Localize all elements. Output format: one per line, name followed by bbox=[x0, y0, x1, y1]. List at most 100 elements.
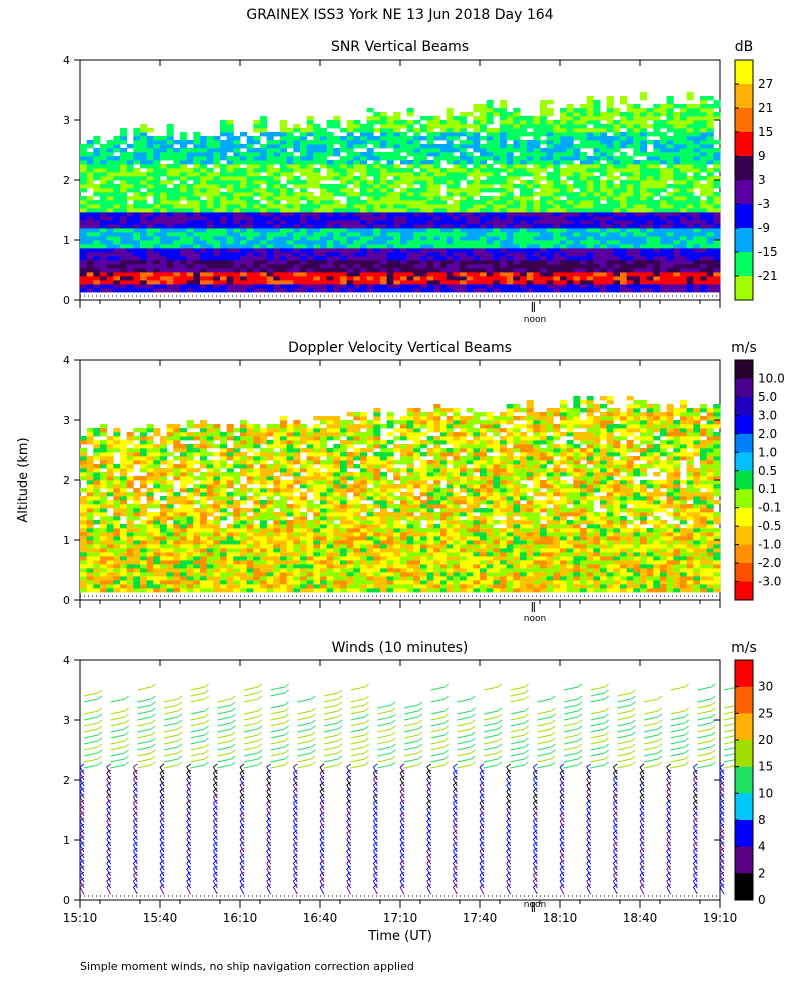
snr-cell bbox=[326, 208, 334, 213]
snr-cell bbox=[593, 184, 601, 189]
doppler-cell bbox=[180, 532, 188, 537]
snr-cell bbox=[633, 240, 641, 245]
snr-cell bbox=[553, 212, 561, 217]
doppler-cell bbox=[160, 540, 168, 545]
snr-cell bbox=[353, 200, 361, 205]
doppler-cell bbox=[186, 588, 194, 593]
doppler-cell bbox=[180, 524, 188, 529]
snr-cell bbox=[353, 260, 361, 265]
snr-cell bbox=[386, 184, 394, 189]
doppler-cell bbox=[180, 508, 188, 513]
snr-cell bbox=[513, 204, 521, 209]
snr-cell bbox=[333, 192, 341, 197]
doppler-cell bbox=[140, 564, 148, 569]
doppler-cell bbox=[246, 584, 254, 589]
snr-cell bbox=[373, 236, 381, 241]
snr-cell bbox=[613, 260, 621, 265]
snr-cell bbox=[366, 188, 374, 193]
snr-cell bbox=[180, 272, 188, 277]
snr-cell bbox=[253, 224, 261, 229]
doppler-cell bbox=[140, 524, 148, 529]
snr-cell bbox=[300, 192, 308, 197]
doppler-cell bbox=[153, 452, 161, 457]
doppler-cell bbox=[140, 560, 148, 565]
snr-cell bbox=[353, 240, 361, 245]
doppler-cell bbox=[173, 500, 181, 505]
snr-cell bbox=[220, 256, 228, 261]
snr-cell bbox=[460, 152, 468, 157]
snr-cell bbox=[653, 288, 661, 293]
snr-cell bbox=[460, 244, 468, 249]
snr-cell bbox=[86, 172, 94, 177]
snr-cell bbox=[240, 268, 248, 273]
snr-cell bbox=[193, 212, 201, 217]
doppler-cell bbox=[80, 580, 88, 585]
snr-cell bbox=[326, 224, 334, 229]
snr-cell bbox=[226, 144, 234, 149]
snr-cell bbox=[273, 264, 281, 269]
doppler-cell bbox=[186, 456, 194, 461]
snr-cell bbox=[660, 228, 668, 233]
snr-cell bbox=[573, 192, 581, 197]
doppler-cell bbox=[206, 436, 214, 441]
snr-cell bbox=[93, 212, 101, 217]
snr-cell bbox=[693, 284, 701, 289]
doppler-cell bbox=[186, 544, 194, 549]
snr-cell bbox=[193, 216, 201, 221]
snr-cell bbox=[666, 148, 674, 153]
doppler-cell bbox=[113, 584, 121, 589]
snr-cell bbox=[666, 252, 674, 257]
doppler-cell bbox=[126, 436, 134, 441]
snr-cell bbox=[460, 288, 468, 293]
snr-cell bbox=[406, 136, 414, 141]
snr-cell bbox=[546, 236, 554, 241]
snr-cell bbox=[406, 232, 414, 237]
doppler-cell bbox=[186, 496, 194, 501]
snr-cell bbox=[513, 208, 521, 213]
snr-cell bbox=[306, 140, 314, 145]
doppler-cell bbox=[153, 516, 161, 521]
snr-cell bbox=[660, 260, 668, 265]
doppler-cell bbox=[200, 572, 208, 577]
snr-cell bbox=[573, 268, 581, 273]
snr-cell bbox=[586, 156, 594, 161]
snr-cell bbox=[233, 264, 241, 269]
snr-cell bbox=[613, 224, 621, 229]
snr-cell bbox=[426, 148, 434, 153]
snr-cell bbox=[540, 224, 548, 229]
snr-cell bbox=[426, 168, 434, 173]
snr-cell bbox=[393, 212, 401, 217]
doppler-cell bbox=[220, 532, 228, 537]
snr-cell bbox=[673, 220, 681, 225]
doppler-cell bbox=[86, 556, 94, 561]
snr-cell bbox=[146, 168, 154, 173]
snr-cell bbox=[233, 244, 241, 249]
snr-cell bbox=[146, 208, 154, 213]
doppler-cell bbox=[233, 492, 241, 497]
snr-cell bbox=[246, 192, 254, 197]
snr-cell bbox=[193, 268, 201, 273]
doppler-cell bbox=[160, 444, 168, 449]
snr-cell bbox=[80, 148, 88, 153]
doppler-cell bbox=[173, 448, 181, 453]
snr-cell bbox=[353, 236, 361, 241]
snr-cell bbox=[486, 200, 494, 205]
snr-cell bbox=[380, 268, 388, 273]
snr-cell bbox=[380, 244, 388, 249]
snr-cell bbox=[406, 224, 414, 229]
snr-cell bbox=[673, 136, 681, 141]
snr-cell bbox=[706, 284, 714, 289]
snr-cell bbox=[526, 244, 534, 249]
snr-cell bbox=[466, 236, 474, 241]
snr-cell bbox=[180, 252, 188, 257]
doppler-cell bbox=[206, 560, 214, 565]
snr-cell bbox=[193, 240, 201, 245]
colorbar-swatch bbox=[735, 108, 753, 133]
doppler-cell bbox=[186, 572, 194, 577]
snr-cell bbox=[413, 152, 421, 157]
snr-cell bbox=[593, 228, 601, 233]
doppler-cell bbox=[233, 476, 241, 481]
doppler-cell bbox=[226, 552, 234, 557]
snr-cell bbox=[180, 156, 188, 161]
snr-cell bbox=[426, 248, 434, 253]
